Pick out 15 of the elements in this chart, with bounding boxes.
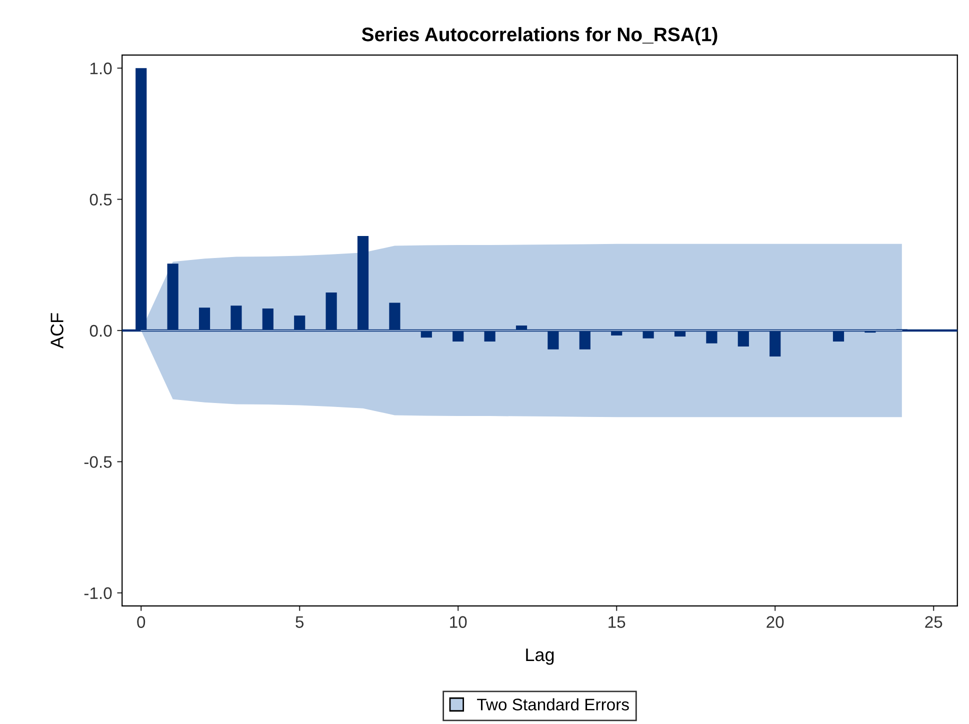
y-tick-label: 0.5 <box>90 194 112 206</box>
x-tick-label: 20 <box>766 616 784 628</box>
x-tick-label: 15 <box>608 616 626 628</box>
y-tick-label: 0.0 <box>90 324 112 337</box>
chart-title: Series Autocorrelations for No_RSA(1) <box>362 27 718 46</box>
y-axis-title: ACF <box>50 313 64 349</box>
x-tick-label: 25 <box>925 616 942 628</box>
y-tick-label: 1.0 <box>90 62 112 74</box>
x-tick-label: 5 <box>296 616 304 628</box>
x-axis-title: Lag <box>526 648 554 665</box>
legend-label: Two Standard Errors <box>477 698 629 710</box>
x-tick-label: 10 <box>450 616 467 628</box>
y-tick-label: -0.5 <box>84 456 112 468</box>
x-tick-label: 0 <box>137 616 146 628</box>
y-tick-label: -1.0 <box>84 587 112 600</box>
